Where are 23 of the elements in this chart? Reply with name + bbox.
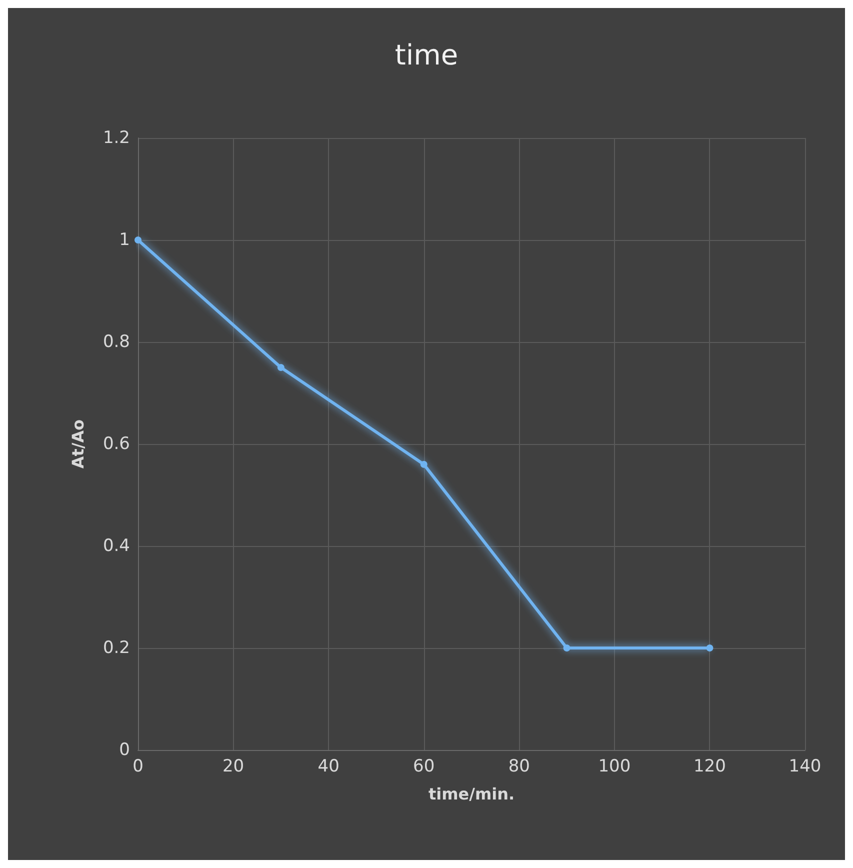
x-tick-label: 60	[413, 756, 435, 776]
y-tick-label: 0.8	[102, 332, 130, 352]
x-tick-label: 120	[693, 756, 726, 776]
x-tick-label: 40	[318, 756, 340, 776]
chart-title: time	[394, 38, 458, 72]
x-tick-label: 20	[222, 756, 244, 776]
y-tick-label: 1.2	[102, 128, 130, 148]
point	[563, 644, 570, 652]
y-tick-label: 0.4	[102, 536, 130, 556]
x-tick-label: 80	[508, 756, 530, 776]
x-tick-label: 140	[788, 756, 822, 776]
point	[420, 460, 428, 468]
point	[277, 364, 284, 371]
point	[134, 236, 142, 244]
x-tick-label: 100	[598, 756, 631, 776]
y-tick-label: 0	[119, 740, 130, 760]
y-tick-label: 1	[119, 230, 130, 250]
point	[706, 644, 714, 652]
x-tick-label: 0	[132, 756, 144, 776]
y-tick-label: 0.6	[102, 434, 130, 454]
x-axis-title: time/min.	[428, 784, 515, 804]
y-axis-title: At/Ao	[68, 419, 88, 469]
y-tick-label: 0.2	[102, 638, 130, 658]
